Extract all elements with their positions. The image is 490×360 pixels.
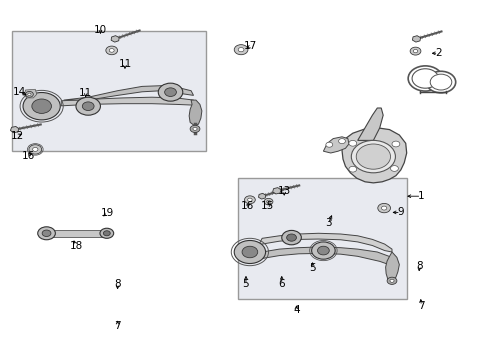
Circle shape bbox=[238, 48, 244, 52]
Bar bbox=[238, 178, 407, 299]
Text: 10: 10 bbox=[94, 24, 107, 35]
Text: 18: 18 bbox=[69, 240, 83, 251]
Text: 7: 7 bbox=[114, 321, 121, 331]
Circle shape bbox=[426, 71, 456, 93]
Polygon shape bbox=[342, 128, 407, 183]
Text: 2: 2 bbox=[435, 48, 442, 58]
Polygon shape bbox=[259, 193, 266, 199]
Circle shape bbox=[234, 240, 266, 264]
Circle shape bbox=[430, 74, 452, 90]
Circle shape bbox=[76, 97, 100, 115]
Circle shape bbox=[387, 277, 397, 284]
Text: 11: 11 bbox=[118, 59, 132, 69]
Circle shape bbox=[25, 91, 33, 97]
Polygon shape bbox=[259, 247, 398, 266]
Text: 13: 13 bbox=[277, 186, 291, 196]
Text: 14: 14 bbox=[13, 87, 26, 97]
Text: 16: 16 bbox=[241, 201, 254, 211]
Circle shape bbox=[392, 141, 400, 147]
Polygon shape bbox=[47, 230, 107, 237]
Polygon shape bbox=[386, 252, 399, 281]
Circle shape bbox=[390, 279, 394, 282]
Circle shape bbox=[326, 142, 333, 147]
Circle shape bbox=[267, 200, 270, 203]
Circle shape bbox=[109, 49, 114, 52]
Circle shape bbox=[82, 102, 94, 111]
Circle shape bbox=[158, 83, 183, 101]
Circle shape bbox=[28, 93, 31, 95]
Text: 5: 5 bbox=[309, 263, 316, 273]
Circle shape bbox=[382, 206, 387, 210]
Polygon shape bbox=[61, 97, 194, 106]
Circle shape bbox=[32, 99, 51, 113]
Text: 7: 7 bbox=[418, 301, 425, 311]
Text: 9: 9 bbox=[397, 207, 404, 217]
Polygon shape bbox=[358, 108, 383, 140]
Text: 17: 17 bbox=[244, 41, 258, 51]
Circle shape bbox=[349, 166, 357, 172]
Circle shape bbox=[339, 139, 345, 144]
Text: 3: 3 bbox=[325, 218, 332, 228]
Circle shape bbox=[356, 144, 391, 169]
Polygon shape bbox=[323, 137, 349, 153]
Circle shape bbox=[190, 125, 200, 132]
Text: 19: 19 bbox=[101, 208, 115, 218]
Circle shape bbox=[282, 230, 301, 245]
Circle shape bbox=[391, 166, 398, 171]
Text: 4: 4 bbox=[293, 305, 300, 315]
Text: 12: 12 bbox=[10, 131, 24, 141]
Polygon shape bbox=[10, 126, 19, 133]
Circle shape bbox=[100, 228, 114, 238]
Circle shape bbox=[378, 203, 391, 213]
Circle shape bbox=[349, 140, 357, 146]
Text: 8: 8 bbox=[416, 261, 423, 271]
Polygon shape bbox=[64, 86, 194, 100]
Polygon shape bbox=[272, 188, 281, 194]
Circle shape bbox=[312, 242, 335, 259]
Polygon shape bbox=[189, 100, 202, 125]
Circle shape bbox=[29, 145, 42, 154]
Circle shape bbox=[42, 230, 51, 237]
Circle shape bbox=[410, 47, 421, 55]
Circle shape bbox=[287, 234, 296, 241]
Circle shape bbox=[242, 246, 258, 258]
Circle shape bbox=[103, 231, 110, 236]
Circle shape bbox=[193, 127, 197, 130]
Circle shape bbox=[23, 93, 60, 120]
Circle shape bbox=[234, 45, 248, 55]
Bar bbox=[12, 31, 206, 151]
Circle shape bbox=[165, 88, 176, 96]
Text: 11: 11 bbox=[79, 88, 93, 98]
Circle shape bbox=[408, 66, 442, 91]
Polygon shape bbox=[413, 36, 420, 42]
Circle shape bbox=[351, 140, 395, 173]
Text: 1: 1 bbox=[418, 191, 425, 201]
Text: 16: 16 bbox=[22, 150, 35, 161]
Circle shape bbox=[318, 246, 329, 255]
Circle shape bbox=[245, 196, 255, 204]
Polygon shape bbox=[111, 36, 119, 42]
Text: 8: 8 bbox=[114, 279, 121, 289]
Circle shape bbox=[33, 148, 38, 151]
Circle shape bbox=[264, 198, 273, 205]
Text: 6: 6 bbox=[278, 279, 285, 289]
Text: 5: 5 bbox=[243, 279, 249, 289]
Circle shape bbox=[38, 227, 55, 240]
Text: 15: 15 bbox=[260, 201, 274, 211]
Circle shape bbox=[413, 49, 418, 53]
Circle shape bbox=[106, 46, 118, 55]
Polygon shape bbox=[24, 89, 37, 98]
Circle shape bbox=[412, 69, 439, 88]
Circle shape bbox=[247, 198, 252, 202]
Polygon shape bbox=[259, 233, 392, 252]
